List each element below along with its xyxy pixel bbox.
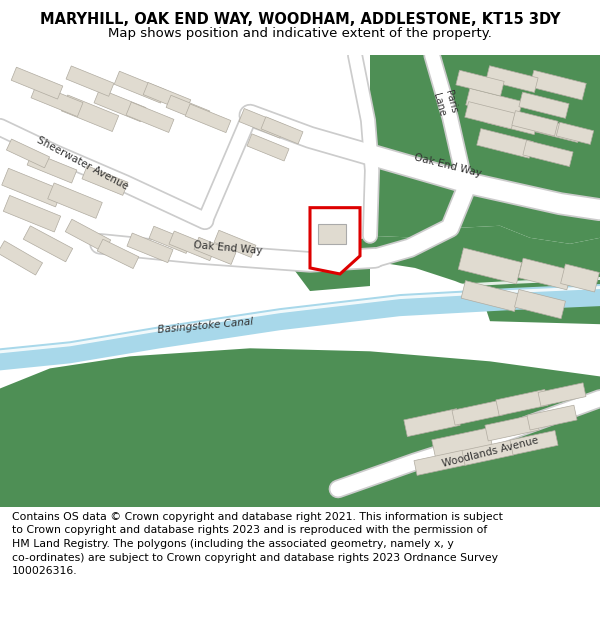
- Bar: [560, 264, 599, 292]
- Bar: [477, 129, 533, 158]
- Bar: [404, 409, 460, 437]
- Bar: [127, 233, 173, 262]
- Bar: [61, 95, 119, 131]
- Bar: [149, 226, 191, 253]
- Bar: [512, 111, 558, 136]
- Polygon shape: [0, 286, 600, 353]
- Text: Paris
Lane: Paris Lane: [431, 89, 458, 118]
- Bar: [496, 389, 548, 416]
- Bar: [432, 428, 492, 458]
- Polygon shape: [0, 348, 600, 507]
- Polygon shape: [370, 226, 600, 324]
- Bar: [31, 84, 83, 117]
- Bar: [166, 95, 210, 123]
- Bar: [485, 106, 538, 134]
- Text: Oak End Way: Oak End Way: [193, 240, 263, 256]
- Bar: [11, 68, 63, 99]
- Polygon shape: [0, 284, 600, 371]
- Bar: [169, 231, 215, 261]
- Polygon shape: [310, 208, 360, 274]
- Text: Map shows position and indicative extent of the property.: Map shows position and indicative extent…: [108, 27, 492, 39]
- Text: Oak End Way: Oak End Way: [413, 152, 483, 179]
- Bar: [247, 134, 289, 161]
- Bar: [261, 117, 303, 144]
- Bar: [194, 238, 236, 264]
- Bar: [458, 248, 522, 284]
- Text: MARYHILL, OAK END WAY, WOODHAM, ADDLESTONE, KT15 3DY: MARYHILL, OAK END WAY, WOODHAM, ADDLESTO…: [40, 12, 560, 27]
- Bar: [414, 450, 466, 476]
- Polygon shape: [295, 236, 370, 291]
- Bar: [185, 104, 231, 132]
- Text: Sheerwater Avenue: Sheerwater Avenue: [35, 135, 130, 192]
- Text: Contains OS data © Crown copyright and database right 2021. This information is : Contains OS data © Crown copyright and d…: [12, 512, 503, 576]
- Bar: [82, 166, 128, 196]
- Bar: [66, 66, 114, 96]
- Bar: [510, 431, 558, 455]
- Bar: [527, 405, 577, 430]
- Polygon shape: [370, 55, 600, 244]
- Bar: [97, 239, 139, 269]
- Bar: [461, 281, 519, 311]
- Bar: [465, 102, 515, 129]
- Bar: [466, 88, 522, 118]
- Bar: [23, 226, 73, 262]
- Bar: [239, 109, 285, 138]
- Bar: [486, 66, 538, 92]
- Bar: [7, 139, 50, 168]
- Polygon shape: [0, 277, 600, 344]
- Bar: [530, 70, 586, 100]
- Bar: [318, 224, 346, 244]
- Bar: [523, 140, 573, 167]
- Bar: [452, 400, 504, 425]
- Bar: [462, 440, 514, 466]
- Bar: [485, 414, 539, 441]
- Bar: [535, 118, 581, 142]
- Bar: [114, 71, 166, 103]
- Bar: [4, 196, 61, 232]
- Bar: [456, 70, 504, 96]
- Bar: [515, 289, 565, 319]
- Bar: [27, 152, 77, 183]
- Bar: [65, 219, 111, 253]
- Bar: [48, 183, 102, 218]
- Bar: [538, 383, 586, 406]
- Bar: [519, 92, 569, 118]
- Bar: [0, 241, 43, 275]
- Bar: [143, 82, 191, 112]
- Bar: [94, 89, 146, 122]
- Bar: [556, 122, 593, 144]
- Bar: [214, 230, 256, 258]
- Bar: [2, 168, 62, 207]
- Bar: [126, 102, 174, 132]
- Bar: [518, 258, 572, 290]
- Text: Basingstoke Canal: Basingstoke Canal: [157, 317, 253, 336]
- Text: Woodlands Avenue: Woodlands Avenue: [441, 435, 539, 469]
